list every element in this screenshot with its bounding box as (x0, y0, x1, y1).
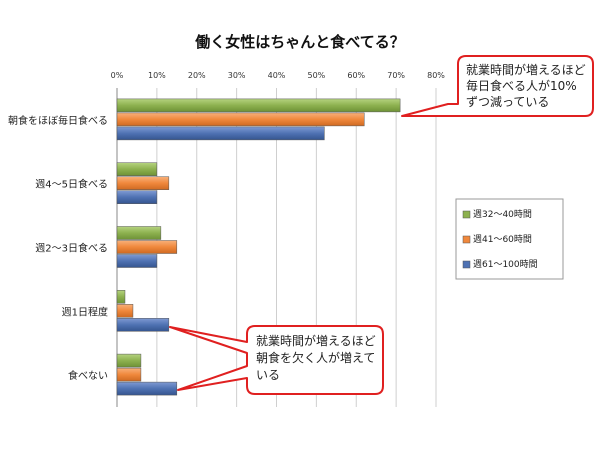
x-tick-label: 0% (111, 71, 124, 80)
bar (116, 318, 170, 332)
x-tick-label: 70% (387, 71, 405, 80)
category-label: 食べない (68, 369, 108, 382)
bar (116, 367, 142, 382)
bar (116, 176, 170, 190)
gridlines (156, 88, 437, 407)
bar (116, 240, 178, 254)
callout-bottom-bubble (169, 325, 384, 395)
callout-top-line-3: ずつ減っている (466, 94, 549, 109)
x-tick-label: 10% (148, 71, 166, 80)
bar (116, 381, 178, 396)
x-tick-label: 50% (307, 71, 325, 80)
x-tick-label: 60% (347, 71, 365, 80)
callout-top-line-2: 毎日食べる人が10% (466, 78, 577, 93)
callout-bottom-line-3: いる (256, 368, 280, 382)
bar (116, 162, 158, 176)
callout-bottom-line-2: 朝食を欠く人が増えて (256, 350, 375, 365)
bar (116, 98, 401, 113)
category-label: 週1日程度 (62, 305, 108, 318)
callout-top: 就業時間が増えるほど 毎日食べる人が10% ずつ減っている (401, 55, 594, 117)
category-label: 朝食をほぼ毎日食べる (8, 114, 108, 127)
x-tick-label: 20% (188, 71, 206, 80)
legend-swatch (462, 210, 471, 219)
x-axis-tick-labels: 0% 10% 20% 30% 40% 50% 60% 70% 80% (111, 71, 446, 80)
category-label: 週2～3日食べる (35, 242, 108, 255)
bar (116, 254, 158, 268)
x-tick-label: 40% (268, 71, 286, 80)
bar (116, 126, 325, 141)
bar (116, 190, 158, 204)
bar (116, 353, 142, 368)
legend-swatch (462, 260, 471, 269)
x-tick-label: 30% (228, 71, 246, 80)
legend-label: 週61～100時間 (473, 259, 538, 270)
legend-label: 週32～40時間 (473, 209, 532, 220)
bar (116, 290, 126, 304)
legend-swatch (462, 235, 471, 244)
callout-top-line-1: 就業時間が増えるほど (466, 62, 586, 77)
category-label: 週4～5日食べる (35, 178, 108, 191)
callout-top-bubble (401, 55, 594, 117)
legend-box (455, 198, 564, 280)
bar (116, 304, 134, 318)
legend-label: 週41～60時間 (473, 234, 532, 245)
callout-bottom-line-1: 就業時間が増えるほど (256, 333, 376, 348)
bar (116, 112, 365, 127)
callout-bottom: 就業時間が増えるほど 朝食を欠く人が増えて いる (169, 325, 384, 395)
chart-title: 働く女性はちゃんと食べてる？ (194, 33, 404, 51)
x-tick-label: 80% (427, 71, 445, 80)
bars (116, 98, 401, 396)
bar (116, 226, 162, 240)
